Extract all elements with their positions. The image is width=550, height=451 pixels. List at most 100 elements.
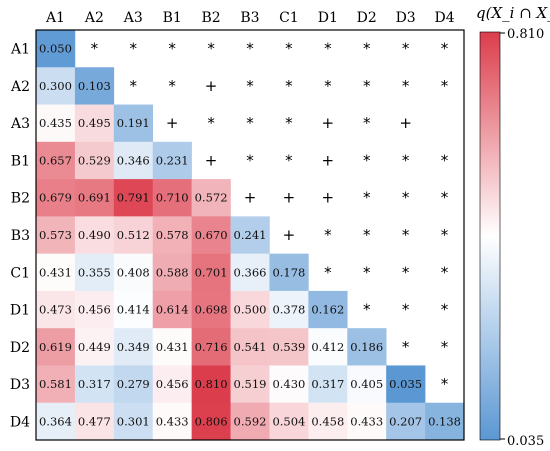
significance-mark-A3-D1: + <box>322 114 335 132</box>
heatmap-cell-D4-A2 <box>74 402 115 441</box>
heatmap-cell-D4-A1 <box>36 402 76 441</box>
cell-value-D3-D3: 0.035 <box>389 377 422 391</box>
heatmap-cell-B3-A1 <box>36 216 76 254</box>
significance-mark-B1-B2: + <box>205 151 218 169</box>
heatmap-cell-A3-A3 <box>113 104 154 143</box>
cell-value-D3-D2: 0.405 <box>350 377 383 391</box>
significance-mark-A2-B3: * <box>246 77 254 95</box>
heatmap-cell-D2-B2 <box>191 328 231 366</box>
y-tick-label-D1: D1 <box>10 303 30 319</box>
significance-mark-B3-C1: + <box>283 226 296 244</box>
cell-value-C1-B2: 0.701 <box>195 265 228 279</box>
heatmap-cell-D4-B3 <box>230 402 270 441</box>
significance-mark-C1-D1: * <box>324 263 332 281</box>
x-tick-label-C1: C1 <box>279 10 299 26</box>
heatmap-cell-B2-A3 <box>113 179 154 217</box>
cell-value-D1-A1: 0.473 <box>39 303 72 317</box>
heatmap-cell-D3-A3 <box>113 365 154 404</box>
cell-value-D1-B3: 0.500 <box>234 303 267 317</box>
significance-mark-A1-B3: * <box>246 40 254 58</box>
heatmap-cell-A1-A1 <box>36 30 76 68</box>
heatmap-cell-D3-B1 <box>152 365 192 404</box>
heatmap-cell-B3-B3 <box>230 216 270 254</box>
cell-value-D4-B1: 0.433 <box>156 414 189 428</box>
cell-value-D4-B3: 0.592 <box>234 414 267 428</box>
significance-mark-D1-D3: * <box>402 301 410 319</box>
cell-value-D2-A3: 0.349 <box>117 340 150 354</box>
x-tick-label-D4: D4 <box>434 10 454 26</box>
heatmap-cell-D1-B1 <box>152 290 192 329</box>
heatmap-cell-D3-D3 <box>386 365 426 404</box>
cell-value-A1-A1: 0.050 <box>39 42 72 56</box>
heatmap-cell-D2-A1 <box>36 328 76 366</box>
significance-mark-A3-B3: * <box>246 114 254 132</box>
cell-value-D3-A1: 0.581 <box>39 377 72 391</box>
heatmap-cell-B2-B1 <box>152 179 192 217</box>
heatmap-cell-D3-D2 <box>347 365 387 404</box>
cell-value-D2-D1: 0.412 <box>311 340 344 354</box>
significance-mark-A1-B1: * <box>168 40 176 58</box>
x-tick-label-D1: D1 <box>318 10 338 26</box>
cell-value-D1-B2: 0.698 <box>195 303 228 317</box>
cell-value-D1-A2: 0.456 <box>78 303 111 317</box>
x-tick-label-A2: A2 <box>84 10 104 26</box>
cell-value-D2-D2: 0.186 <box>350 340 383 354</box>
heatmap-cell-D3-A1 <box>36 365 76 404</box>
significance-mark-A1-C1: * <box>285 40 293 58</box>
significance-mark-A1-A2: * <box>91 40 99 58</box>
cell-value-B3-A2: 0.490 <box>78 228 111 242</box>
heatmap-cell-D4-D2 <box>347 402 387 441</box>
significance-mark-D2-D3: * <box>402 338 410 356</box>
cell-value-B3-A3: 0.512 <box>117 228 150 242</box>
significance-mark-A2-A3: * <box>130 77 138 95</box>
significance-mark-A3-B1: + <box>166 114 179 132</box>
x-tick-label-A3: A3 <box>123 10 143 26</box>
heatmap-cell-B3-A2 <box>74 216 115 254</box>
heatmap-cell-D2-C1 <box>269 328 309 366</box>
y-tick-label-D2: D2 <box>10 340 30 356</box>
heatmap-cell-C1-B3 <box>230 253 270 292</box>
significance-mark-C1-D2: * <box>363 263 371 281</box>
significance-mark-A2-D2: * <box>363 77 371 95</box>
cell-value-D2-B1: 0.431 <box>156 340 189 354</box>
significance-mark-A1-D4: * <box>441 40 449 58</box>
colorbar-title: q(X_i ∩ X_j) <box>476 4 550 22</box>
significance-mark-A2-D3: * <box>402 77 410 95</box>
cell-value-D3-C1: 0.430 <box>272 377 305 391</box>
cell-value-D2-A1: 0.619 <box>39 340 72 354</box>
cell-value-D1-C1: 0.378 <box>272 303 305 317</box>
significance-mark-A2-D4: * <box>441 77 449 95</box>
cell-value-C1-A2: 0.355 <box>78 265 111 279</box>
cell-value-D4-D1: 0.458 <box>311 414 344 428</box>
cell-value-C1-C1: 0.178 <box>272 265 305 279</box>
heatmap-cell-B3-A3 <box>113 216 154 254</box>
heatmap-cell-D1-B2 <box>191 290 231 329</box>
x-tick-label-D3: D3 <box>396 10 416 26</box>
colorbar-min-label: 0.035 <box>507 434 544 449</box>
cell-value-D2-A2: 0.449 <box>78 340 111 354</box>
heatmap-cell-B1-B1 <box>152 141 192 180</box>
heatmap-cell-B1-A2 <box>74 141 115 180</box>
colorbar-gradient <box>479 31 501 441</box>
significance-mark-A3-C1: * <box>285 114 293 132</box>
significance-mark-D1-D4: * <box>441 301 449 319</box>
y-tick-label-D4: D4 <box>10 414 30 430</box>
significance-mark-A2-B2: + <box>205 77 218 95</box>
heatmap-cell-C1-B1 <box>152 253 192 292</box>
significance-mark-A1-D3: * <box>402 40 410 58</box>
heatmap-cell-D3-B2 <box>191 365 231 404</box>
y-tick-label-A2: A2 <box>10 79 30 95</box>
cell-value-A3-A3: 0.191 <box>117 116 150 130</box>
cell-value-D4-A1: 0.364 <box>39 414 72 428</box>
heatmap-cell-B2-A2 <box>74 179 115 217</box>
cell-value-B1-A2: 0.529 <box>78 153 111 167</box>
cell-value-D1-A3: 0.414 <box>117 303 150 317</box>
heatmap-cell-D1-A2 <box>74 290 115 329</box>
significance-mark-B1-D4: * <box>441 151 449 169</box>
cell-value-A3-A2: 0.495 <box>78 116 111 130</box>
heatmap-cell-B3-B1 <box>152 216 192 254</box>
cell-value-D4-B2: 0.806 <box>195 414 228 428</box>
significance-mark-B2-D3: * <box>402 189 410 207</box>
x-tick-label-D2: D2 <box>357 10 377 26</box>
heatmap-cell-B2-A1 <box>36 179 76 217</box>
